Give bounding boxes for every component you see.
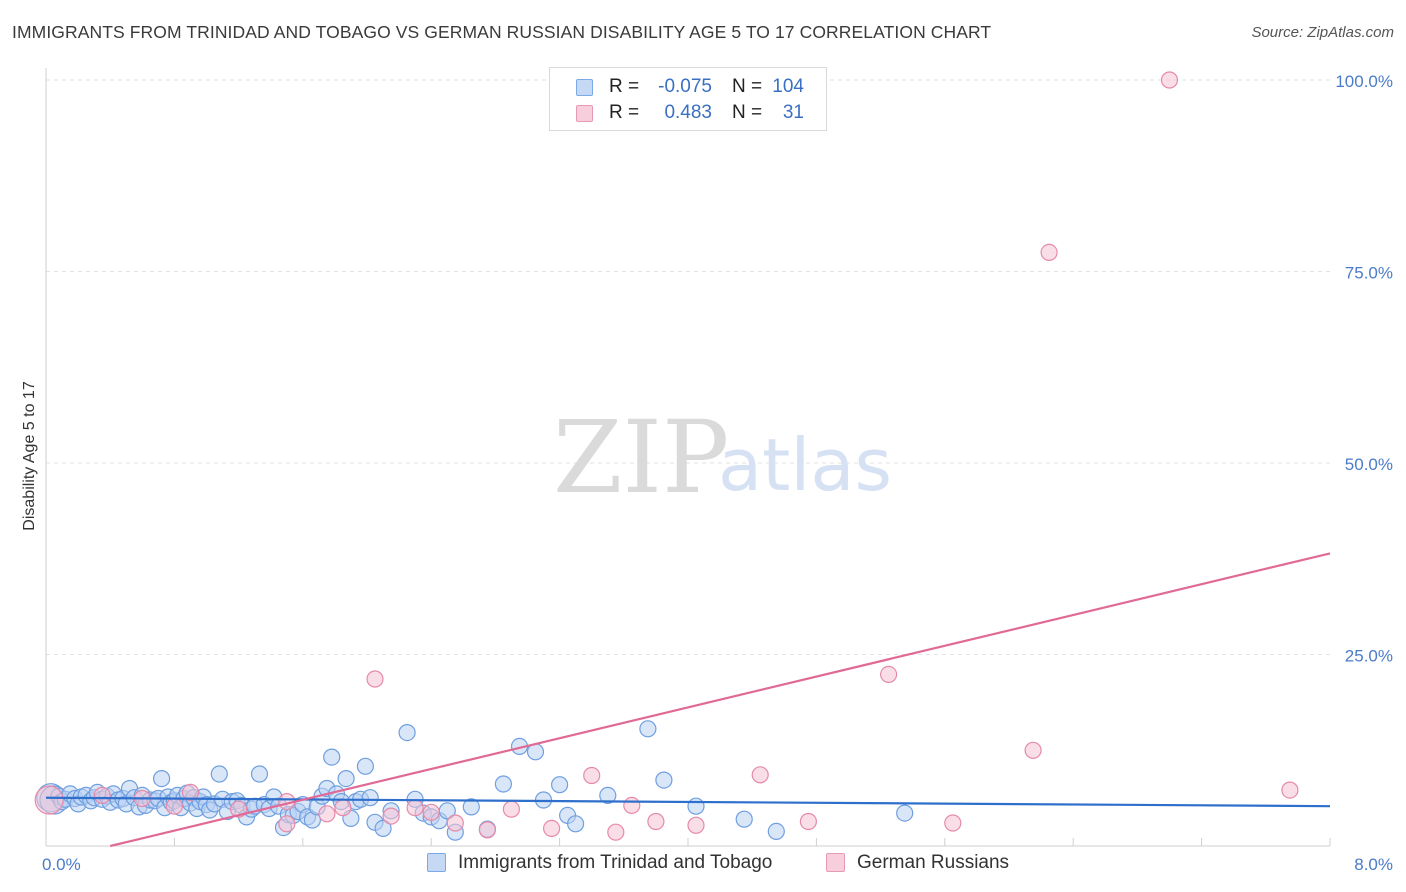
trend-line-german-russians bbox=[109, 552, 1331, 848]
point-german-russian-17 bbox=[607, 823, 625, 841]
point-german-russian-3 bbox=[181, 783, 200, 802]
point-german-russian-24 bbox=[944, 814, 962, 832]
x-tick-label-min: 0.0% bbox=[42, 855, 81, 874]
point-trinidad-101 bbox=[735, 810, 753, 828]
point-german-russian-12 bbox=[446, 814, 464, 832]
point-german-russian-21 bbox=[751, 766, 769, 784]
point-german-russian-8 bbox=[366, 670, 384, 688]
scatter-points bbox=[34, 71, 1299, 841]
legend-n-label: N = bbox=[732, 76, 763, 97]
point-german-russian-29 bbox=[278, 815, 296, 833]
legend-swatch-pink bbox=[826, 853, 845, 872]
source-label: Source: ZipAtlas.com bbox=[1251, 24, 1394, 41]
legend-r-label: R = bbox=[609, 102, 640, 123]
grid-lines bbox=[46, 79, 1330, 655]
point-german-russian-7 bbox=[334, 799, 352, 817]
point-trinidad-77 bbox=[361, 789, 379, 807]
legend-r-value: -0.075 bbox=[658, 76, 712, 97]
point-german-russian-28 bbox=[1281, 781, 1299, 799]
legend-label-trinidad: Immigrants from Trinidad and Tobago bbox=[458, 852, 773, 873]
y-tick-label-50: 50.0% bbox=[1345, 455, 1393, 474]
point-german-russian-19 bbox=[647, 812, 665, 831]
series-legend: Immigrants from Trinidad and Tobago Germ… bbox=[0, 852, 1406, 878]
trend-line-trinidad bbox=[45, 796, 1331, 808]
trend-lines bbox=[45, 552, 1331, 848]
correlation-legend: R = -0.075 N = 104 R = 0.483 N = 31 bbox=[549, 67, 827, 131]
point-trinidad-98 bbox=[639, 720, 657, 738]
point-german-russian-26 bbox=[1040, 243, 1058, 261]
legend-swatch-blue bbox=[427, 853, 446, 872]
point-german-russian-30 bbox=[165, 797, 183, 815]
point-trinidad-88 bbox=[462, 798, 480, 816]
point-german-russian-18 bbox=[623, 796, 641, 815]
legend-swatch-pink bbox=[576, 105, 593, 122]
watermark-atlas: atlas bbox=[718, 423, 892, 507]
point-german-russian-20 bbox=[687, 816, 705, 834]
y-tick-label-75: 75.0% bbox=[1345, 264, 1393, 283]
legend-n-label: N = bbox=[732, 102, 763, 123]
point-trinidad-76 bbox=[356, 757, 374, 775]
point-german-russian-25 bbox=[1024, 741, 1042, 759]
point-trinidad-90 bbox=[494, 775, 512, 793]
legend-r-label: R = bbox=[609, 76, 640, 97]
point-trinidad-54 bbox=[250, 765, 269, 783]
point-trinidad-96 bbox=[566, 815, 585, 833]
chart-title: IMMIGRANTS FROM TRINIDAD AND TOBAGO VS G… bbox=[12, 22, 992, 42]
point-german-russian-14 bbox=[502, 800, 520, 818]
point-german-russian-11 bbox=[422, 803, 440, 821]
point-german-russian-22 bbox=[799, 812, 818, 831]
legend-row-german-russians: R = 0.483 N = 31 bbox=[550, 102, 826, 126]
point-german-russian-16 bbox=[583, 766, 601, 785]
point-trinidad-97 bbox=[599, 786, 617, 805]
x-tick-label-max: 8.0% bbox=[1354, 855, 1393, 874]
point-german-russian-10 bbox=[406, 799, 424, 817]
point-trinidad-69 bbox=[323, 748, 341, 766]
point-trinidad-28 bbox=[153, 769, 171, 788]
legend-swatch-blue bbox=[576, 79, 593, 96]
point-german-russian-9 bbox=[382, 807, 400, 825]
x-axis-ticks bbox=[45, 838, 1331, 846]
point-german-russian-15 bbox=[542, 819, 561, 838]
legend-r-value: 0.483 bbox=[664, 102, 712, 123]
point-trinidad-72 bbox=[337, 769, 355, 788]
point-trinidad-45 bbox=[210, 765, 228, 783]
point-trinidad-79 bbox=[374, 819, 392, 838]
legend-n-value: 104 bbox=[772, 76, 804, 97]
point-german-russian-1 bbox=[93, 786, 111, 805]
point-trinidad-100 bbox=[687, 797, 705, 815]
watermark-zip: ZIP bbox=[553, 399, 729, 516]
point-german-russian-27 bbox=[1160, 71, 1179, 89]
point-german-russian-23 bbox=[879, 665, 898, 684]
y-axis-label: Disability Age 5 to 17 bbox=[21, 381, 38, 531]
point-trinidad-94 bbox=[550, 776, 569, 794]
legend-label-german-russians: German Russians bbox=[857, 852, 1010, 873]
point-trinidad-103 bbox=[896, 804, 914, 822]
point-german-russian-6 bbox=[318, 805, 336, 823]
point-german-russian-13 bbox=[478, 821, 496, 839]
y-tick-labels: 25.0% 50.0% 75.0% 100.0% bbox=[1335, 72, 1393, 666]
y-tick-label-25: 25.0% bbox=[1345, 647, 1393, 666]
legend-n-value: 31 bbox=[782, 102, 804, 123]
y-tick-label-100: 100.0% bbox=[1335, 72, 1393, 91]
point-trinidad-81 bbox=[398, 723, 416, 742]
point-trinidad-102 bbox=[767, 822, 785, 841]
point-german-russian-0 bbox=[34, 785, 64, 815]
legend-row-trinidad: R = -0.075 N = 104 bbox=[550, 76, 826, 100]
point-trinidad-99 bbox=[655, 771, 673, 789]
